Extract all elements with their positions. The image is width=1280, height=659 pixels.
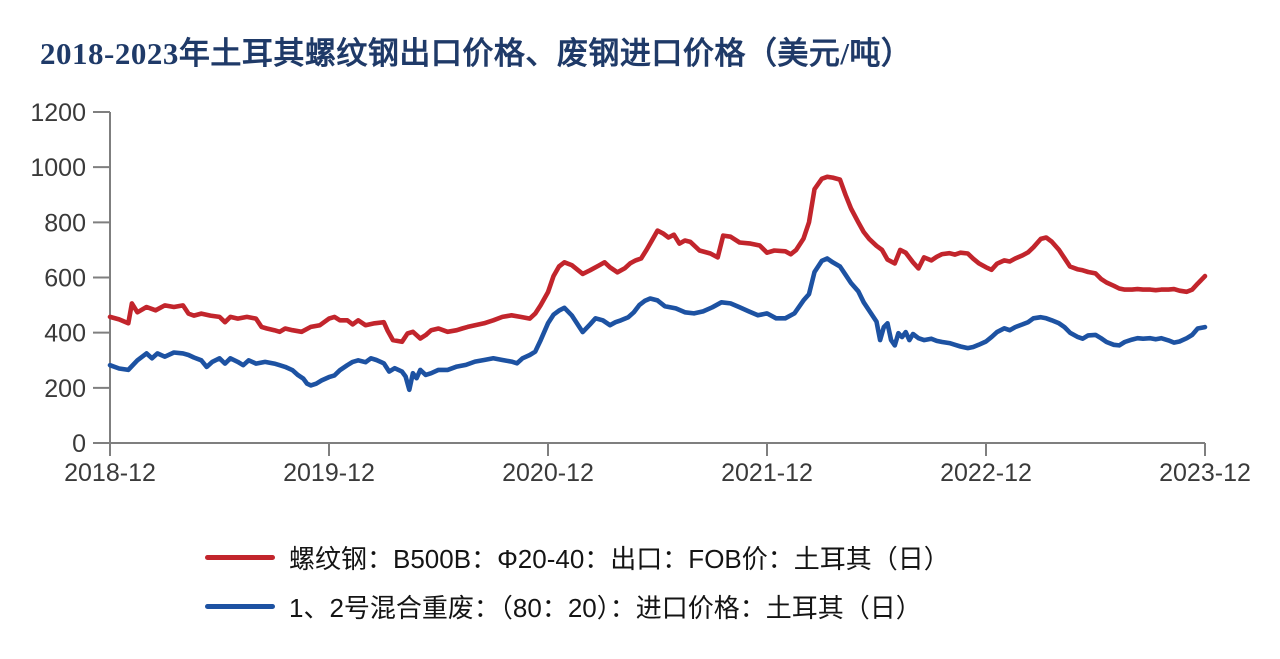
x-tick-label: 2019-12 — [283, 459, 375, 487]
y-tick-label: 800 — [44, 209, 86, 237]
y-tick-label: 600 — [44, 265, 86, 293]
scrap-line-swatch — [205, 603, 275, 609]
x-tick-label: 2023-12 — [1159, 459, 1251, 487]
legend-label-rebar: 螺纹钢：B500B：Φ20-40：出口：FOB价：土耳其（日） — [289, 543, 950, 574]
legend-item-rebar: 螺纹钢：B500B：Φ20-40：出口：FOB价：土耳其（日） — [205, 541, 950, 574]
x-tick-label: 2021-12 — [721, 459, 813, 487]
y-tick-label: 0 — [72, 430, 86, 458]
legend: 螺纹钢：B500B：Φ20-40：出口：FOB价：土耳其（日） 1、2号混合重废… — [205, 541, 950, 623]
y-tick-label: 1000 — [30, 154, 86, 182]
rebar-price-line — [107, 174, 1208, 345]
chart-title: 2018-2023年土耳其螺纹钢出口价格、废钢进口价格（美元/吨） — [40, 36, 913, 71]
legend-label-scrap: 1、2号混合重废：（80：20）：进口价格：土耳其（日） — [289, 592, 922, 623]
scrap-price-line — [107, 256, 1208, 393]
legend-item-scrap: 1、2号混合重废：（80：20）：进口价格：土耳其（日） — [205, 590, 950, 623]
x-tick-label: 2020-12 — [502, 459, 594, 487]
rebar-line-swatch — [205, 554, 275, 560]
x-tick-label: 2022-12 — [940, 459, 1032, 487]
x-tick-label: 2018-12 — [64, 459, 156, 487]
y-tick-label: 400 — [44, 320, 86, 348]
y-tick-label: 200 — [44, 375, 86, 403]
y-tick-label: 1200 — [30, 99, 86, 127]
